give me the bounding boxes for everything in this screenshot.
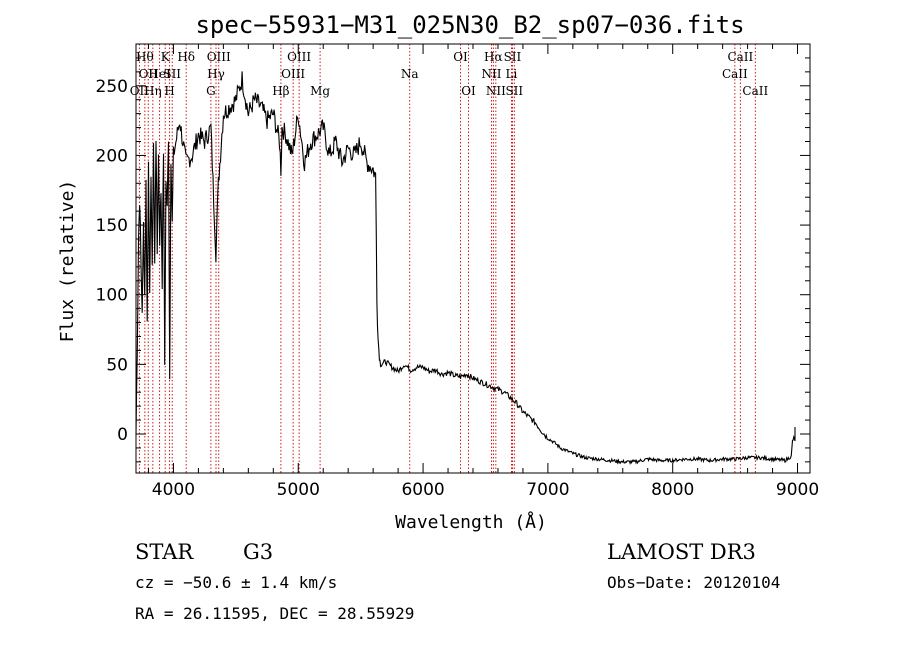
y-tick-label: 200 (96, 146, 128, 166)
line-label-oii: OII (139, 67, 159, 81)
coordinates: RA = 26.11595, DEC = 28.55929 (135, 604, 414, 623)
line-label-oi: OI (453, 50, 468, 64)
line-label-oii: OII (130, 84, 150, 98)
y-tick-label: 0 (117, 425, 128, 445)
line-label-oiii: OIII (207, 50, 231, 64)
line-label-li: Li (506, 67, 518, 81)
line-label-hγ: Hγ (207, 67, 225, 81)
line-label-caii: CaII (727, 50, 753, 64)
spectrum-line (135, 71, 796, 465)
line-label-h: H (164, 84, 174, 98)
line-label-hβ: Hβ (272, 84, 289, 98)
y-axis-title: Flux (relative) (57, 180, 78, 343)
observation-date: Obs−Date: 20120104 (607, 573, 780, 592)
chart-title: spec−55931−M31_025N30_B2_sp07−036.fits (195, 11, 744, 39)
y-tick-label: 50 (106, 355, 128, 375)
line-label-na: Na (401, 67, 419, 81)
axis-ticks (136, 43, 810, 473)
info-panel: STAR G3 LAMOST DR3 cz = −50.6 ± 1.4 km/s… (135, 540, 780, 623)
line-label-hη: Hη (144, 84, 162, 98)
plot-frame (135, 43, 811, 474)
x-tick-labels: 4000 5000 6000 7000 8000 9000 (152, 480, 819, 500)
line-label-oi: OI (461, 84, 476, 98)
x-tick-label: 8000 (651, 480, 694, 500)
line-label-hα: Hα (484, 50, 503, 64)
line-label-nii: NII (481, 67, 501, 81)
line-label-sii: SII (163, 67, 181, 81)
line-label-hei: HeI (148, 67, 171, 81)
line-label-hδ: Hδ (177, 50, 195, 64)
line-label-nii: NII (486, 84, 506, 98)
x-tick-label: 7000 (526, 480, 569, 500)
line-label-sii: SII (504, 50, 522, 64)
line-label-oiii: OIII (281, 67, 305, 81)
x-tick-label: 4000 (152, 480, 195, 500)
object-class: STAR (135, 540, 194, 564)
line-label-caii: CaII (742, 84, 768, 98)
object-subclass: G3 (243, 540, 273, 564)
line-label-sii: SII (505, 84, 523, 98)
y-tick-labels: 0 50 100 150 200 250 (96, 77, 128, 445)
y-tick-label: 150 (96, 216, 128, 236)
survey-name: LAMOST DR3 (607, 540, 756, 564)
x-tick-label: 6000 (401, 480, 444, 500)
x-axis-title: Wavelength (Å) (395, 511, 547, 533)
line-label-g: G (206, 84, 216, 98)
line-label-hθ: Hθ (136, 50, 154, 64)
line-label-caii: CaII (722, 67, 748, 81)
y-tick-label: 100 (96, 286, 128, 306)
x-tick-label: 5000 (277, 480, 320, 500)
line-label-mg: Mg (310, 84, 330, 98)
line-label-k: K (161, 50, 171, 64)
line-label-oiii: OIII (287, 50, 311, 64)
redshift-value: cz = −50.6 ± 1.4 km/s (135, 573, 337, 592)
x-tick-label: 9000 (776, 480, 819, 500)
y-tick-label: 250 (96, 77, 128, 97)
spectral-line-labels: HθOIIOIIHηHeIKHSIIHδGHγOIIIHβOIIIOIIIMgN… (130, 50, 769, 98)
spectral-line-markers (138, 44, 756, 473)
